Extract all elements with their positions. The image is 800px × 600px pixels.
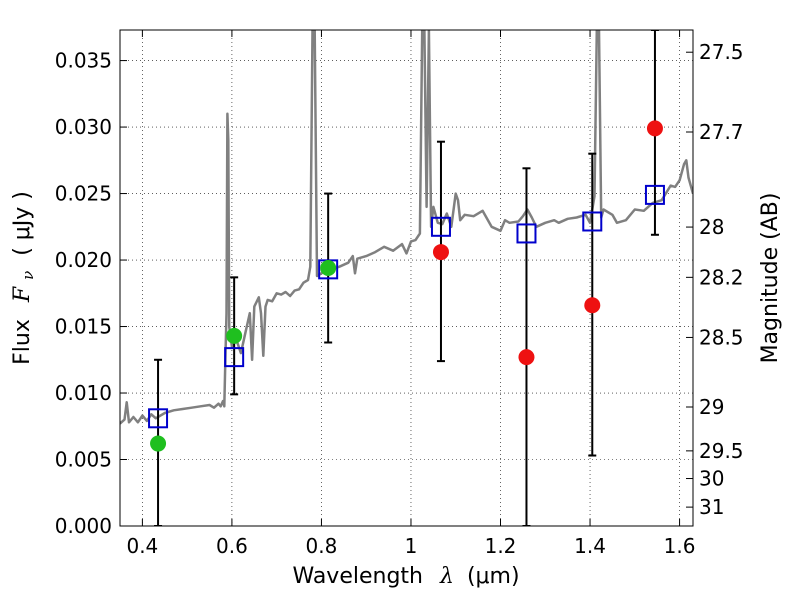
model-square: [148, 408, 169, 429]
y-axis-label-unit: ( μJy ): [10, 191, 35, 256]
green-point: [226, 327, 243, 344]
error-bars: [154, 30, 659, 526]
y2-tick-label: 30: [699, 467, 724, 491]
y-tick-label: 0.025: [55, 182, 112, 206]
y2-tick-label: 28.2: [699, 265, 744, 289]
plot-area: [120, 30, 693, 526]
y2-tick-label: 29.5: [699, 439, 744, 463]
y-axis-label-subscript: ν: [19, 271, 37, 280]
y2-tick-label: 27.5: [699, 40, 744, 64]
y-tick-label: 0.015: [55, 315, 112, 339]
y-axis-label-symbol: F: [10, 286, 35, 303]
y-tick-label: 0.010: [55, 381, 112, 405]
y2-axis-label: Magnitude (AB): [758, 193, 783, 364]
x-axis-label-symbol: λ: [439, 564, 454, 589]
y2-tick-label: 29: [699, 395, 724, 419]
y-tick-label: 0.005: [55, 448, 112, 472]
green-point: [150, 435, 167, 452]
x-axis-label-text: Wavelength: [292, 564, 423, 589]
x-tick-label: 0.6: [216, 534, 248, 558]
red-points: [432, 120, 663, 366]
red-point: [646, 120, 663, 137]
y2-tick-label: 28.5: [699, 325, 744, 349]
x-axis-label: Wavelength λ (μm): [292, 564, 519, 589]
spectrum-line: [120, 30, 693, 425]
y-axis-label-text: Flux: [10, 319, 35, 365]
model-square: [516, 223, 537, 244]
y-tick-label: 0.000: [55, 514, 112, 538]
model-square: [582, 211, 603, 232]
model-square: [224, 347, 245, 368]
y-tick-label: 0.035: [55, 49, 112, 73]
x-tick-label: 1: [405, 534, 418, 558]
y2-tick-label: 27.7: [699, 120, 744, 144]
red-point: [584, 297, 601, 314]
red-point: [518, 349, 535, 366]
model-squares: [148, 184, 665, 429]
y2-tick-label: 31: [699, 495, 724, 519]
x-tick-label: 0.8: [306, 534, 338, 558]
plot-background: [120, 30, 693, 526]
red-point: [432, 244, 449, 261]
model-square: [430, 216, 451, 237]
y2-tick-label: 28: [699, 215, 724, 239]
axis-ticks: 0.4 0.6 0.8 1 1.2 1.4 1.6 0.000 0.005 0.010 0.015 0…: [55, 30, 744, 558]
x-tick-label: 1.6: [664, 534, 696, 558]
x-axis-label-unit: (μm): [467, 564, 520, 589]
x-tick-label: 1.4: [574, 534, 606, 558]
y-axis-label: Flux F ν ( μJy ): [10, 191, 39, 365]
y-tick-label: 0.030: [55, 115, 112, 139]
x-tick-label: 0.4: [126, 534, 158, 558]
model-square: [644, 184, 665, 205]
plot-frame: [119, 29, 694, 527]
green-points: [150, 260, 337, 452]
green-point: [320, 260, 337, 277]
x-tick-label: 1.2: [485, 534, 517, 558]
y-tick-label: 0.020: [55, 248, 112, 272]
